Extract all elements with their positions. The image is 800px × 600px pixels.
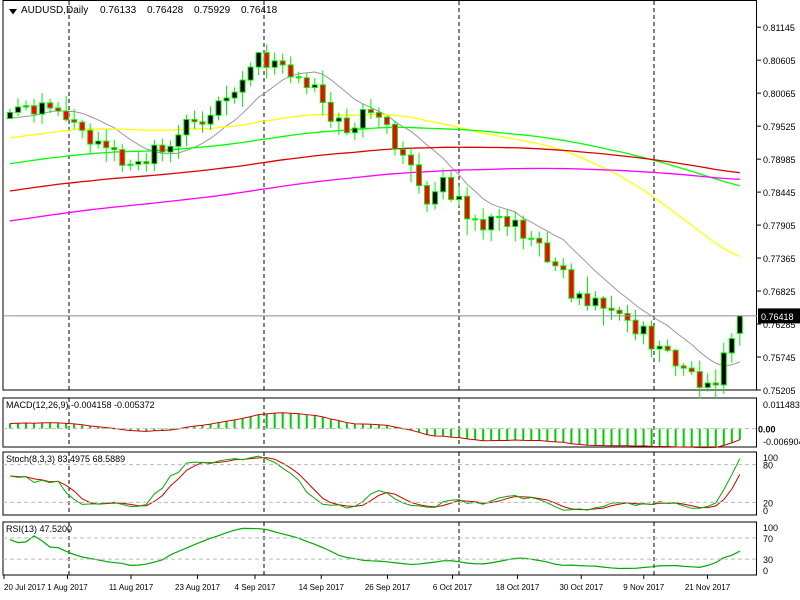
svg-text:-0.006904: -0.006904 (763, 437, 800, 447)
svg-text:0.76428: 0.76428 (147, 5, 184, 16)
svg-text:0.78445: 0.78445 (763, 188, 796, 198)
svg-text:Stoch(8,3,3) 83.4975 68.5889: Stoch(8,3,3) 83.4975 68.5889 (6, 454, 125, 464)
svg-text:1 Aug 2017: 1 Aug 2017 (47, 583, 88, 592)
svg-text:0.80065: 0.80065 (763, 89, 796, 99)
svg-text:0: 0 (763, 506, 768, 516)
svg-text:0.80605: 0.80605 (763, 56, 796, 66)
svg-text:0.00: 0.00 (758, 425, 776, 435)
svg-text:0.76825: 0.76825 (763, 287, 796, 297)
svg-text:26 Sep 2017: 26 Sep 2017 (365, 583, 411, 592)
svg-text:0.81145: 0.81145 (763, 23, 795, 33)
svg-text:0.77905: 0.77905 (763, 221, 796, 231)
svg-text:0.77365: 0.77365 (763, 254, 796, 264)
svg-text:MACD(12,26,9) -0.004158 -0.005: MACD(12,26,9) -0.004158 -0.005372 (6, 400, 155, 410)
svg-text:18 Oct 2017: 18 Oct 2017 (496, 583, 540, 592)
svg-text:0.76133: 0.76133 (100, 5, 137, 16)
svg-text:0.75929: 0.75929 (194, 5, 231, 16)
svg-text:AUDUSD,Daily: AUDUSD,Daily (21, 5, 88, 16)
svg-text:70: 70 (763, 534, 773, 544)
svg-text:21 Nov 2017: 21 Nov 2017 (685, 583, 731, 592)
svg-text:0.75745: 0.75745 (763, 353, 796, 363)
svg-text:23 Aug 2017: 23 Aug 2017 (175, 583, 220, 592)
svg-text:0.76285: 0.76285 (763, 320, 796, 330)
svg-text:9 Nov 2017: 9 Nov 2017 (623, 583, 664, 592)
svg-text:0.76418: 0.76418 (241, 5, 278, 16)
svg-text:4 Sep 2017: 4 Sep 2017 (235, 583, 276, 592)
svg-text:100: 100 (763, 523, 778, 533)
svg-text:20 Jul 2017: 20 Jul 2017 (4, 583, 46, 592)
svg-text:0.79525: 0.79525 (763, 122, 796, 132)
svg-text:0.011483: 0.011483 (763, 400, 800, 410)
svg-text:0: 0 (763, 566, 768, 576)
svg-text:0.78985: 0.78985 (763, 155, 796, 165)
svg-text:30 Oct 2017: 30 Oct 2017 (559, 583, 603, 592)
svg-text:0.75205: 0.75205 (763, 386, 796, 396)
svg-text:14 Sep 2017: 14 Sep 2017 (299, 583, 345, 592)
svg-text:30: 30 (763, 555, 773, 565)
svg-text:11 Aug 2017: 11 Aug 2017 (109, 583, 154, 592)
svg-text:6 Oct 2017: 6 Oct 2017 (433, 583, 473, 592)
svg-text:80: 80 (763, 461, 773, 471)
svg-text:RSI(13) 47.5200: RSI(13) 47.5200 (6, 524, 72, 534)
